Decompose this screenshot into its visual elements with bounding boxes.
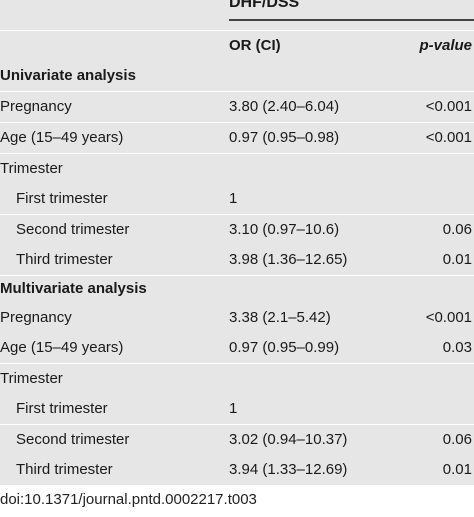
row-p: 0.06: [442, 221, 472, 238]
column-header-p: p-value: [419, 37, 472, 54]
row-label: Trimester: [0, 160, 63, 177]
column-header-or: OR (CI): [229, 37, 281, 54]
group-header: DHF/DSS: [229, 0, 300, 11]
row-p: 0.06: [442, 431, 472, 448]
row-or: 3.98 (1.36–12.65): [229, 251, 348, 268]
row-band: [0, 394, 474, 424]
row-label: First trimester: [16, 400, 108, 417]
doi-caption[interactable]: doi:10.1371/journal.pntd.0002217.t003: [0, 491, 257, 508]
row-or: 3.38 (2.1–5.42): [229, 309, 331, 326]
section-band: [0, 61, 474, 91]
row-p: 0.01: [442, 461, 472, 478]
table-header-band: [0, 0, 474, 30]
row-band: [0, 154, 474, 184]
section-title: Univariate analysis: [0, 67, 136, 84]
row-band: [0, 184, 474, 214]
row-p: 0.01: [442, 251, 472, 268]
row-p: <0.001: [425, 98, 472, 115]
row-or: 3.80 (2.40–6.04): [229, 98, 340, 115]
section-band: [0, 276, 474, 306]
row-or: 0.97 (0.95–0.98): [229, 129, 340, 146]
section-title: Multivariate analysis: [0, 280, 147, 297]
row-band: [0, 123, 474, 153]
row-band: [0, 455, 474, 485]
row-label: Second trimester: [16, 221, 130, 238]
row-p: 0.03: [442, 339, 472, 356]
table-header-band: [0, 31, 474, 61]
row-p: <0.001: [425, 309, 472, 326]
row-label: Pregnancy: [0, 98, 72, 115]
row-label: Age (15–49 years): [0, 129, 124, 146]
row-band: [0, 92, 474, 122]
row-band: [0, 425, 474, 455]
row-band: [0, 215, 474, 245]
row-band: [0, 245, 474, 275]
row-label: Second trimester: [16, 431, 130, 448]
row-label: Third trimester: [16, 251, 113, 268]
row-or: 1: [229, 190, 238, 207]
row-or: 3.02 (0.94–10.37): [229, 431, 348, 448]
row-band: [0, 303, 474, 333]
row-label: Third trimester: [16, 461, 113, 478]
row-label: First trimester: [16, 190, 108, 207]
row-label: Pregnancy: [0, 309, 72, 326]
row-or: 1: [229, 400, 238, 417]
row-or: 0.97 (0.95–0.99): [229, 339, 340, 356]
row-band: [0, 333, 474, 363]
group-header-rule: [229, 19, 474, 21]
row-band: [0, 364, 474, 394]
row-or: 3.94 (1.33–12.69): [229, 461, 348, 478]
row-label: Age (15–49 years): [0, 339, 124, 356]
row-p: <0.001: [425, 129, 472, 146]
row-or: 3.10 (0.97–10.6): [229, 221, 340, 238]
row-label: Trimester: [0, 370, 63, 387]
